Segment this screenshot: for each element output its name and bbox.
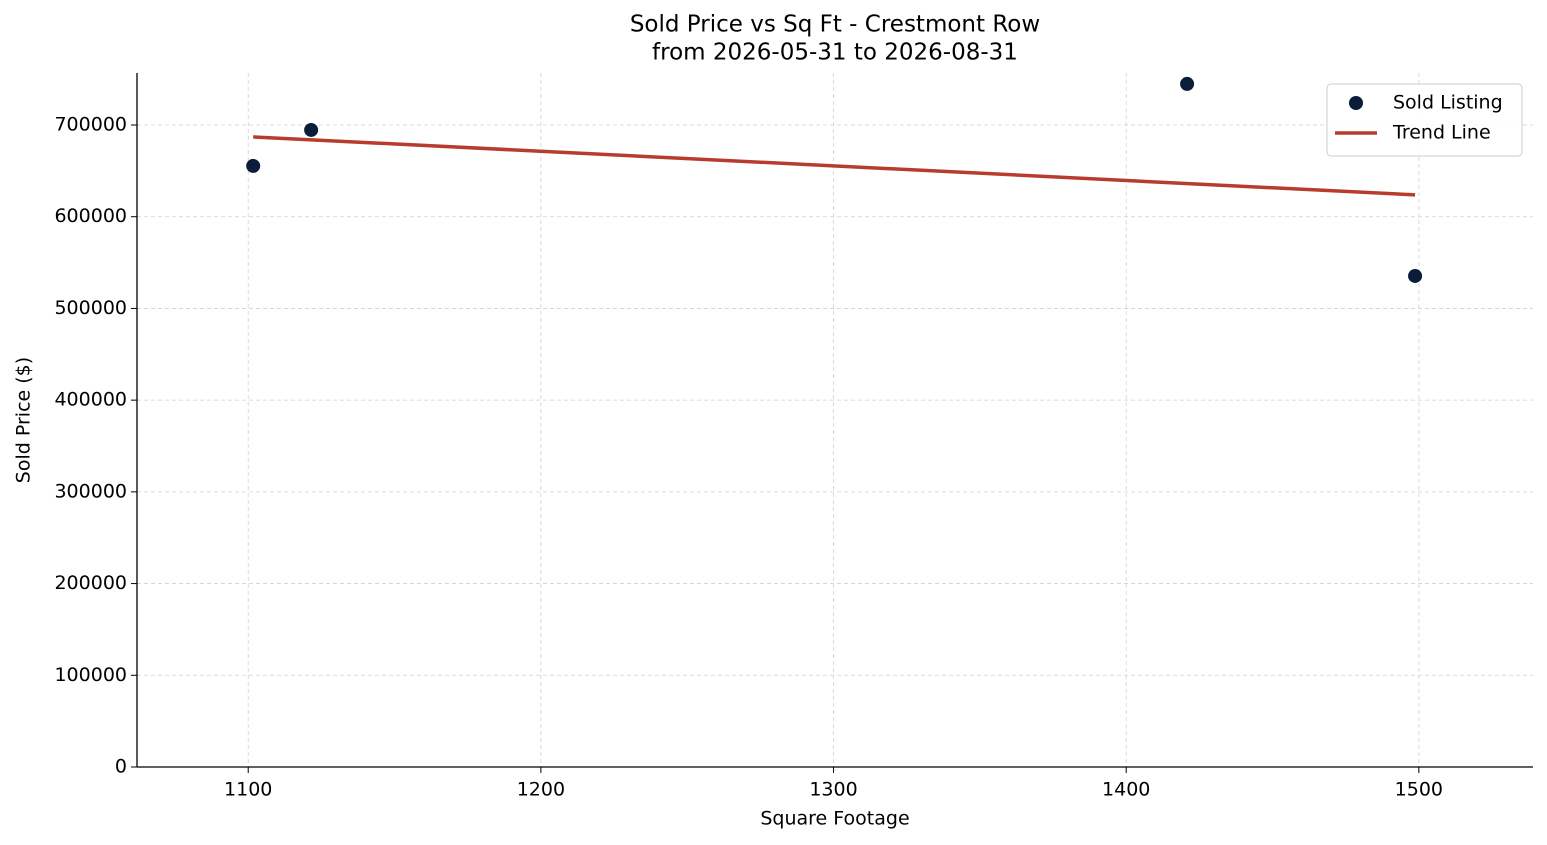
y-tick-label: 500000 [54,297,127,319]
chart-title: Sold Price vs Sq Ft - Crestmont Row [630,12,1040,38]
y-tick-label: 0 [115,756,127,778]
scatter-point [1180,76,1195,91]
legend-box [1326,83,1523,157]
trend-line [253,135,1416,197]
y-tick-label: 600000 [54,205,127,227]
x-axis-label: Square Footage [760,808,909,830]
legend-label: Sold Listing [1393,92,1503,114]
y-axis-label: Sold Price ($) [13,357,35,483]
scatter-point [1408,268,1423,283]
legend-label: Trend Line [1392,122,1491,144]
x-tick-label: 1100 [224,779,272,801]
y-tick-label: 400000 [54,389,127,411]
y-tick-label: 100000 [54,664,127,686]
y-tick-label: 700000 [54,114,127,136]
scatter-point [304,122,319,137]
x-tick-label: 1500 [1395,779,1443,801]
scatter-point [246,158,261,173]
y-tick-label: 300000 [54,480,127,502]
legend-swatch [1349,96,1363,110]
x-tick-label: 1400 [1102,779,1150,801]
y-tick-label: 200000 [54,572,127,594]
x-tick-label: 1300 [809,779,857,801]
chart-subtitle: from 2026-05-31 to 2026-08-31 [652,40,1018,66]
x-tick-label: 1200 [517,779,565,801]
